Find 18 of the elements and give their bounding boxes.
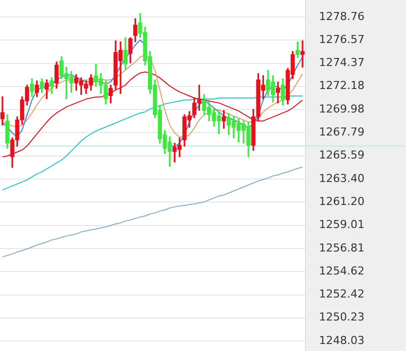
y-tick-label: 1267.79 (319, 126, 364, 139)
y-tick-label: 1261.20 (319, 195, 364, 208)
y-tick-label: 1254.62 (319, 264, 364, 278)
candlestick (300, 40, 305, 68)
y-tick-label: 1269.98 (319, 102, 364, 116)
y-tick-label: 1278.76 (319, 10, 364, 23)
y-tick-label: 1265.59 (319, 148, 364, 162)
y-tick-label: 1248.03 (319, 334, 364, 347)
y-tick-label: 1259.01 (319, 218, 364, 232)
candlestick (276, 82, 280, 104)
y-tick-label: 1252.42 (319, 288, 364, 301)
y-tick-label: 1263.40 (319, 172, 364, 185)
y-tick-label: 1276.57 (319, 32, 364, 46)
y-tick-label: 1274.37 (319, 56, 364, 70)
y-tick-label: 1272.18 (319, 79, 364, 92)
candlestick (0, 96, 5, 126)
y-tick-label: 1256.81 (319, 241, 364, 254)
y-tick-label: 1250.23 (319, 310, 364, 324)
